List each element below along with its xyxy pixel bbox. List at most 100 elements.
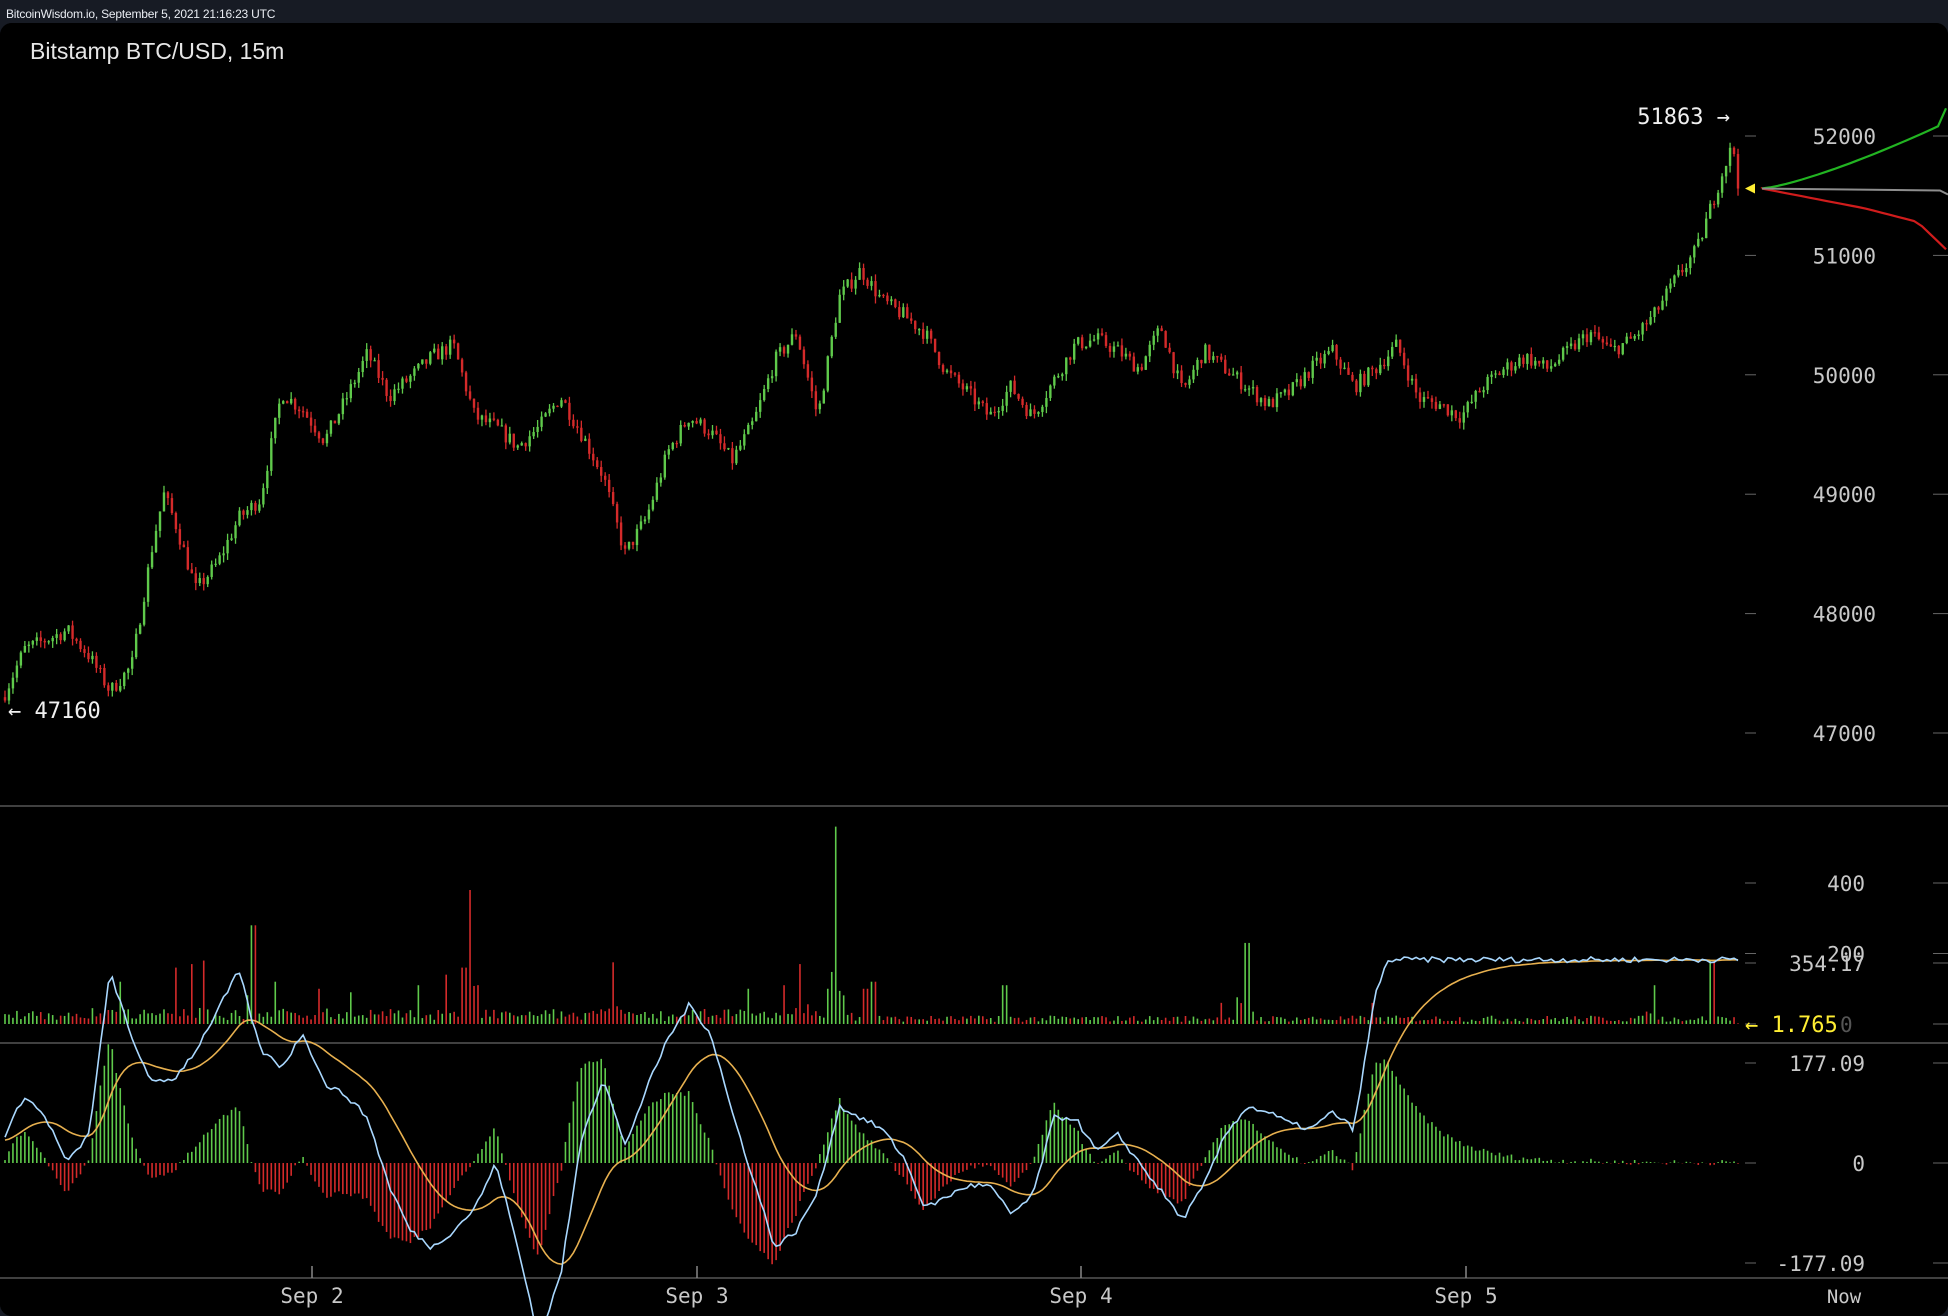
candle[interactable] — [67, 625, 70, 635]
candle[interactable] — [130, 650, 134, 676]
candle[interactable] — [1180, 365, 1183, 387]
candle[interactable] — [1200, 359, 1203, 369]
candle[interactable] — [1228, 368, 1231, 376]
candle[interactable] — [512, 433, 515, 452]
candle[interactable] — [1025, 402, 1028, 420]
candle[interactable] — [1621, 343, 1624, 356]
candle[interactable] — [1716, 189, 1720, 208]
candle[interactable] — [1438, 401, 1442, 410]
candle[interactable] — [921, 322, 925, 344]
candle[interactable] — [297, 406, 301, 419]
candle[interactable] — [1196, 357, 1199, 376]
candle[interactable] — [691, 420, 694, 428]
candle[interactable] — [1406, 358, 1410, 388]
candle[interactable] — [1319, 352, 1322, 369]
candle[interactable] — [615, 501, 619, 529]
candle[interactable] — [1080, 334, 1084, 351]
candle[interactable] — [47, 640, 50, 645]
candle[interactable] — [377, 353, 380, 384]
candle[interactable] — [1394, 334, 1398, 347]
candle[interactable] — [560, 397, 563, 409]
candle[interactable] — [286, 400, 289, 404]
candle[interactable] — [246, 506, 249, 519]
candle[interactable] — [341, 392, 345, 420]
candle[interactable] — [59, 632, 62, 645]
candle[interactable] — [317, 430, 321, 443]
candle[interactable] — [452, 334, 456, 349]
candle[interactable] — [838, 289, 841, 323]
candle[interactable] — [1697, 232, 1700, 248]
candle[interactable] — [703, 418, 706, 437]
candle[interactable] — [679, 420, 682, 447]
candle[interactable] — [1287, 384, 1291, 401]
candle[interactable] — [842, 280, 845, 301]
candle[interactable] — [389, 389, 392, 407]
candle[interactable] — [1653, 306, 1656, 323]
candle[interactable] — [1685, 263, 1688, 277]
candle[interactable] — [437, 344, 440, 360]
candle[interactable] — [1402, 347, 1406, 369]
candle[interactable] — [1446, 404, 1450, 417]
candle[interactable] — [1410, 375, 1414, 385]
candle[interactable] — [492, 412, 496, 422]
candle[interactable] — [282, 400, 285, 405]
candle[interactable] — [882, 293, 885, 298]
candle[interactable] — [1708, 200, 1712, 219]
candle[interactable] — [270, 431, 273, 476]
candle[interactable] — [1053, 374, 1056, 389]
candle[interactable] — [1629, 332, 1632, 339]
candle[interactable] — [663, 450, 667, 480]
candle[interactable] — [250, 500, 253, 516]
candle[interactable] — [3, 690, 7, 703]
candle[interactable] — [1116, 341, 1120, 347]
candle[interactable] — [1259, 397, 1263, 407]
candle[interactable] — [1538, 360, 1541, 367]
candle[interactable] — [814, 385, 818, 417]
candle[interactable] — [409, 374, 412, 389]
candle[interactable] — [198, 572, 201, 587]
candle[interactable] — [71, 620, 74, 646]
candle[interactable] — [1279, 391, 1283, 398]
candle[interactable] — [603, 472, 607, 487]
candle[interactable] — [949, 365, 953, 379]
chart-canvas[interactable]: 47000 48000 49000 50000 51000 52000 200 400 354.… — [0, 23, 1948, 1316]
candle[interactable] — [1712, 200, 1716, 209]
candle[interactable] — [23, 641, 27, 653]
candle[interactable] — [651, 496, 655, 512]
candle[interactable] — [353, 379, 356, 388]
candle[interactable] — [1076, 336, 1080, 346]
candle[interactable] — [504, 423, 508, 450]
candle[interactable] — [906, 303, 909, 319]
candle[interactable] — [91, 651, 94, 664]
candle[interactable] — [35, 632, 38, 646]
candle[interactable] — [826, 355, 829, 393]
candle[interactable] — [154, 524, 158, 553]
candle[interactable] — [39, 630, 42, 648]
candle[interactable] — [508, 426, 511, 445]
candle[interactable] — [289, 392, 293, 405]
candle[interactable] — [1363, 370, 1366, 387]
candle[interactable] — [1192, 365, 1195, 384]
candle[interactable] — [719, 428, 722, 450]
candle[interactable] — [1498, 371, 1501, 376]
candle[interactable] — [1152, 330, 1155, 351]
candle[interactable] — [627, 541, 631, 551]
candle[interactable] — [1295, 373, 1299, 387]
candle[interactable] — [751, 417, 754, 430]
candle[interactable] — [623, 542, 627, 555]
candle[interactable] — [973, 381, 977, 412]
candle[interactable] — [1625, 332, 1628, 345]
candle[interactable] — [456, 342, 460, 360]
candle[interactable] — [1112, 341, 1116, 358]
candle[interactable] — [584, 435, 587, 442]
candle[interactable] — [1224, 355, 1227, 374]
candle[interactable] — [1243, 384, 1247, 392]
candle[interactable] — [174, 511, 178, 534]
candle[interactable] — [1645, 319, 1648, 331]
candle[interactable] — [997, 407, 1000, 420]
candle[interactable] — [723, 436, 726, 452]
candle[interactable] — [357, 367, 360, 388]
candle[interactable] — [234, 521, 237, 544]
candle[interactable] — [1510, 360, 1513, 377]
candle[interactable] — [755, 406, 758, 422]
